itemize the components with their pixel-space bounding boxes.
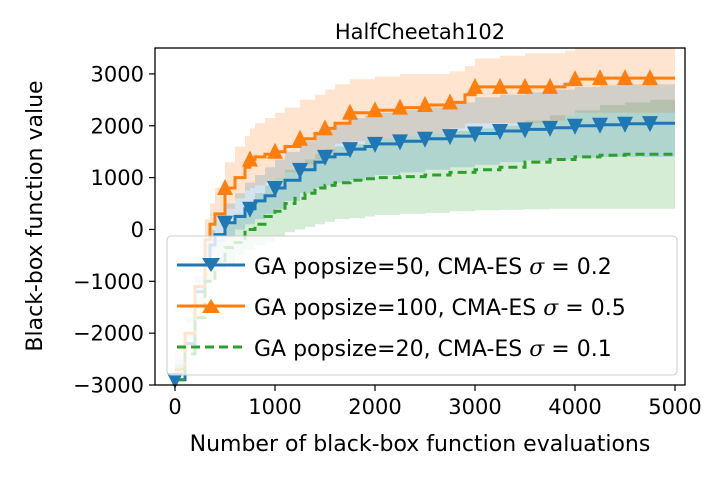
marker-series-1-point-6: [342, 142, 358, 159]
y-tick-label: 0: [131, 218, 144, 242]
marker-series-2-point-6: [367, 101, 383, 118]
marker-series-1-point-3: [267, 180, 283, 197]
marker-series-2-point-2: [267, 142, 283, 159]
marker-series-2-point-3: [292, 129, 308, 146]
marker-series-2-point-0: [217, 178, 233, 195]
y-tick-label: −2000: [73, 322, 144, 346]
marker-series-1-point-9: [417, 131, 433, 148]
plot-frame: [154, 47, 686, 386]
marker-series-1-point-15: [567, 118, 583, 135]
y-tick-label: −3000: [73, 374, 144, 398]
y-tick-label: 3000: [91, 62, 144, 86]
y-tick-label: 2000: [91, 114, 144, 138]
marker-series-1-point-14: [542, 120, 558, 137]
marker-series-1-point-18: [642, 116, 658, 133]
x-tick-label: 3000: [448, 395, 501, 419]
legend-marker-triangle-down: [202, 258, 220, 272]
marker-series-2-point-5: [342, 103, 358, 120]
marker-series-1-point-1: [217, 215, 233, 232]
x-axis-label: Number of black-box function evaluations: [190, 432, 651, 457]
legend-box: [166, 235, 678, 376]
marker-series-1-point-2: [242, 201, 258, 218]
marker-series-2-point-9: [442, 93, 458, 110]
marker-series-1-point-11: [467, 126, 483, 143]
marker-series-2-point-14: [567, 70, 583, 87]
x-tick-label: 0: [168, 395, 181, 419]
y-axis-ticks: −3000 −2000 −1000 0 1000 2000 3000: [73, 62, 155, 398]
legend-label-1: GA popsize=50, CMA-ES σ = 0.2: [254, 255, 612, 280]
x-tick-label: 2000: [348, 395, 401, 419]
y-tick-label: −1000: [73, 270, 144, 294]
marker-series-2-point-10: [467, 77, 483, 94]
marker-series-1-point-12: [492, 123, 508, 140]
marker-series-2-point-12: [517, 77, 533, 94]
marker-series-2-point-17: [642, 69, 658, 86]
y-axis-label: Black-box function value: [23, 80, 48, 351]
legend: GA popsize=50, CMA-ES σ = 0.2 GA popsize…: [166, 235, 678, 376]
chart-title: HalfCheetah102: [335, 20, 505, 44]
marker-series-2-point-4: [317, 119, 333, 136]
marker-series-2-point-16: [617, 69, 633, 86]
x-tick-label: 1000: [248, 395, 301, 419]
marker-series-1-point-0: [167, 372, 183, 389]
marker-series-1-point-13: [517, 122, 533, 139]
marker-series-1-point-5: [317, 149, 333, 166]
marker-series-1-point-4: [292, 162, 308, 179]
marker-series-1-point-7: [367, 136, 383, 153]
line-series-1: [175, 121, 675, 382]
marker-series-2-point-7: [392, 98, 408, 115]
legend-marker-triangle-up: [202, 299, 220, 313]
legend-label-2: GA popsize=100, CMA-ES σ = 0.5: [254, 296, 626, 321]
x-tick-label: 5000: [648, 395, 701, 419]
y-tick-label: 1000: [91, 166, 144, 190]
marker-series-2-point-15: [592, 69, 608, 86]
legend-label-3: GA popsize=20, CMA-ES σ = 0.1: [254, 337, 612, 362]
marker-series-2-point-13: [542, 77, 558, 94]
marker-series-1-point-10: [442, 129, 458, 146]
marker-series-2-point-8: [417, 96, 433, 113]
x-tick-label: 4000: [548, 395, 601, 419]
marker-series-1-point-8: [392, 134, 408, 151]
series-markers: [167, 69, 658, 389]
marker-series-1-point-17: [617, 116, 633, 133]
marker-series-2-point-1: [242, 150, 258, 167]
marker-series-1-point-16: [592, 117, 608, 134]
x-axis-ticks: 0 1000 2000 3000 4000 5000: [168, 385, 702, 419]
marker-series-2-point-11: [492, 77, 508, 94]
